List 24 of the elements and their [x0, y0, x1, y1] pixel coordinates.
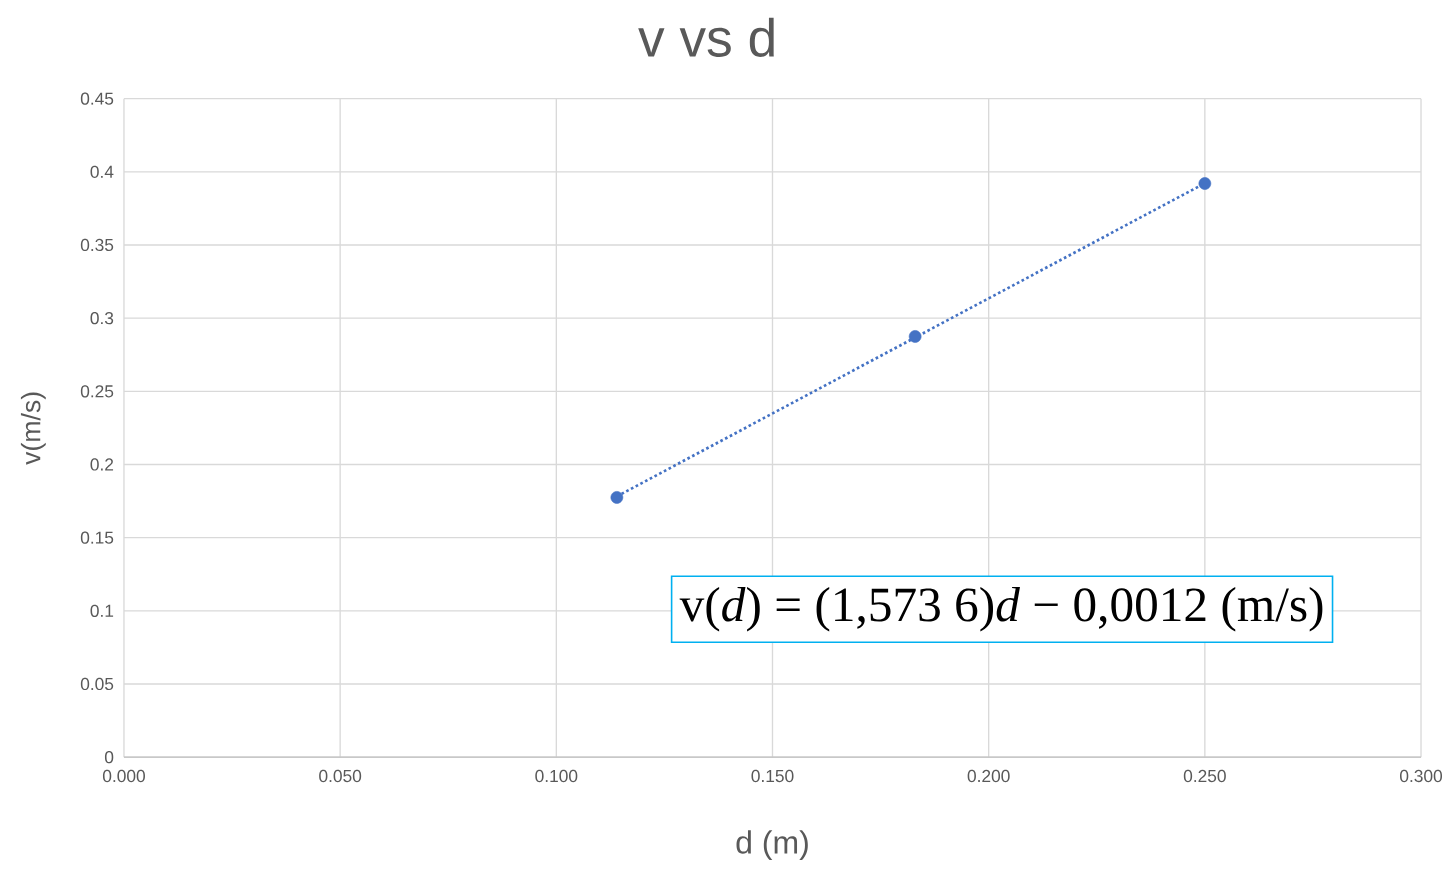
x-tick-label: 0.200	[967, 769, 1010, 783]
x-tick-label: 0.150	[751, 769, 794, 783]
x-tick-label: 0.100	[535, 769, 578, 783]
y-tick-label: 0.35	[80, 238, 114, 252]
point	[610, 491, 624, 504]
point	[908, 330, 922, 343]
x-tick-label: 0.000	[102, 769, 145, 783]
y-tick-label: 0.4	[90, 165, 114, 178]
point	[1198, 177, 1212, 190]
x-axis-title: d (m)	[736, 830, 808, 860]
y-axis-title: v(m/s)	[20, 392, 46, 465]
x-tick-label: 0.300	[1400, 769, 1443, 783]
chart-title: v vs d	[638, 17, 774, 57]
y-tick-label: 0.05	[80, 677, 114, 691]
y-tick-label: 0.1	[90, 604, 114, 617]
x-tick-label: 0.050	[319, 769, 362, 783]
y-tick-label: 0.45	[80, 92, 114, 105]
y-tick-label: 0.2	[90, 458, 114, 471]
y-tick-label: 0	[104, 750, 114, 764]
y-tick-label: 0.25	[80, 385, 114, 398]
y-tick-label: 0.3	[90, 311, 114, 325]
y-tick-label: 0.15	[80, 531, 114, 544]
annotation: v(d) = (1,573 6)d − 0,0012 (m/s)	[679, 586, 1323, 632]
x-tick-label: 0.250	[1183, 769, 1226, 783]
